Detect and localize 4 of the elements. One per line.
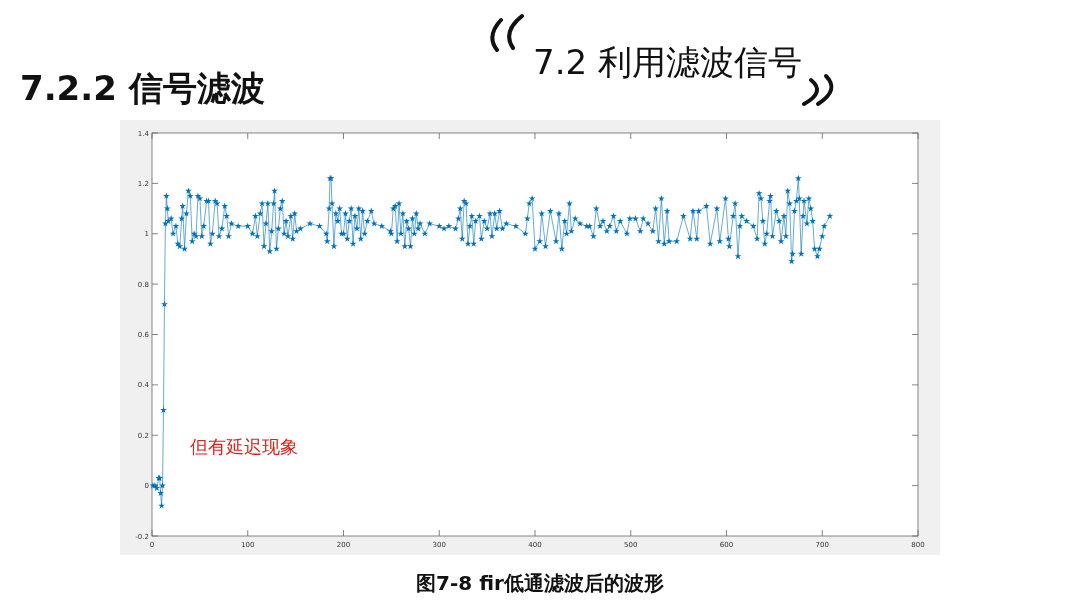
annotation: 但有延迟现象 (190, 436, 298, 457)
caption: 图7-8 fir低通滤波后的波形 (416, 571, 664, 595)
chart-title: 7.2.2 信号滤波 (20, 68, 265, 108)
chart-subtitle: 7.2 利用滤波信号 (533, 42, 802, 82)
